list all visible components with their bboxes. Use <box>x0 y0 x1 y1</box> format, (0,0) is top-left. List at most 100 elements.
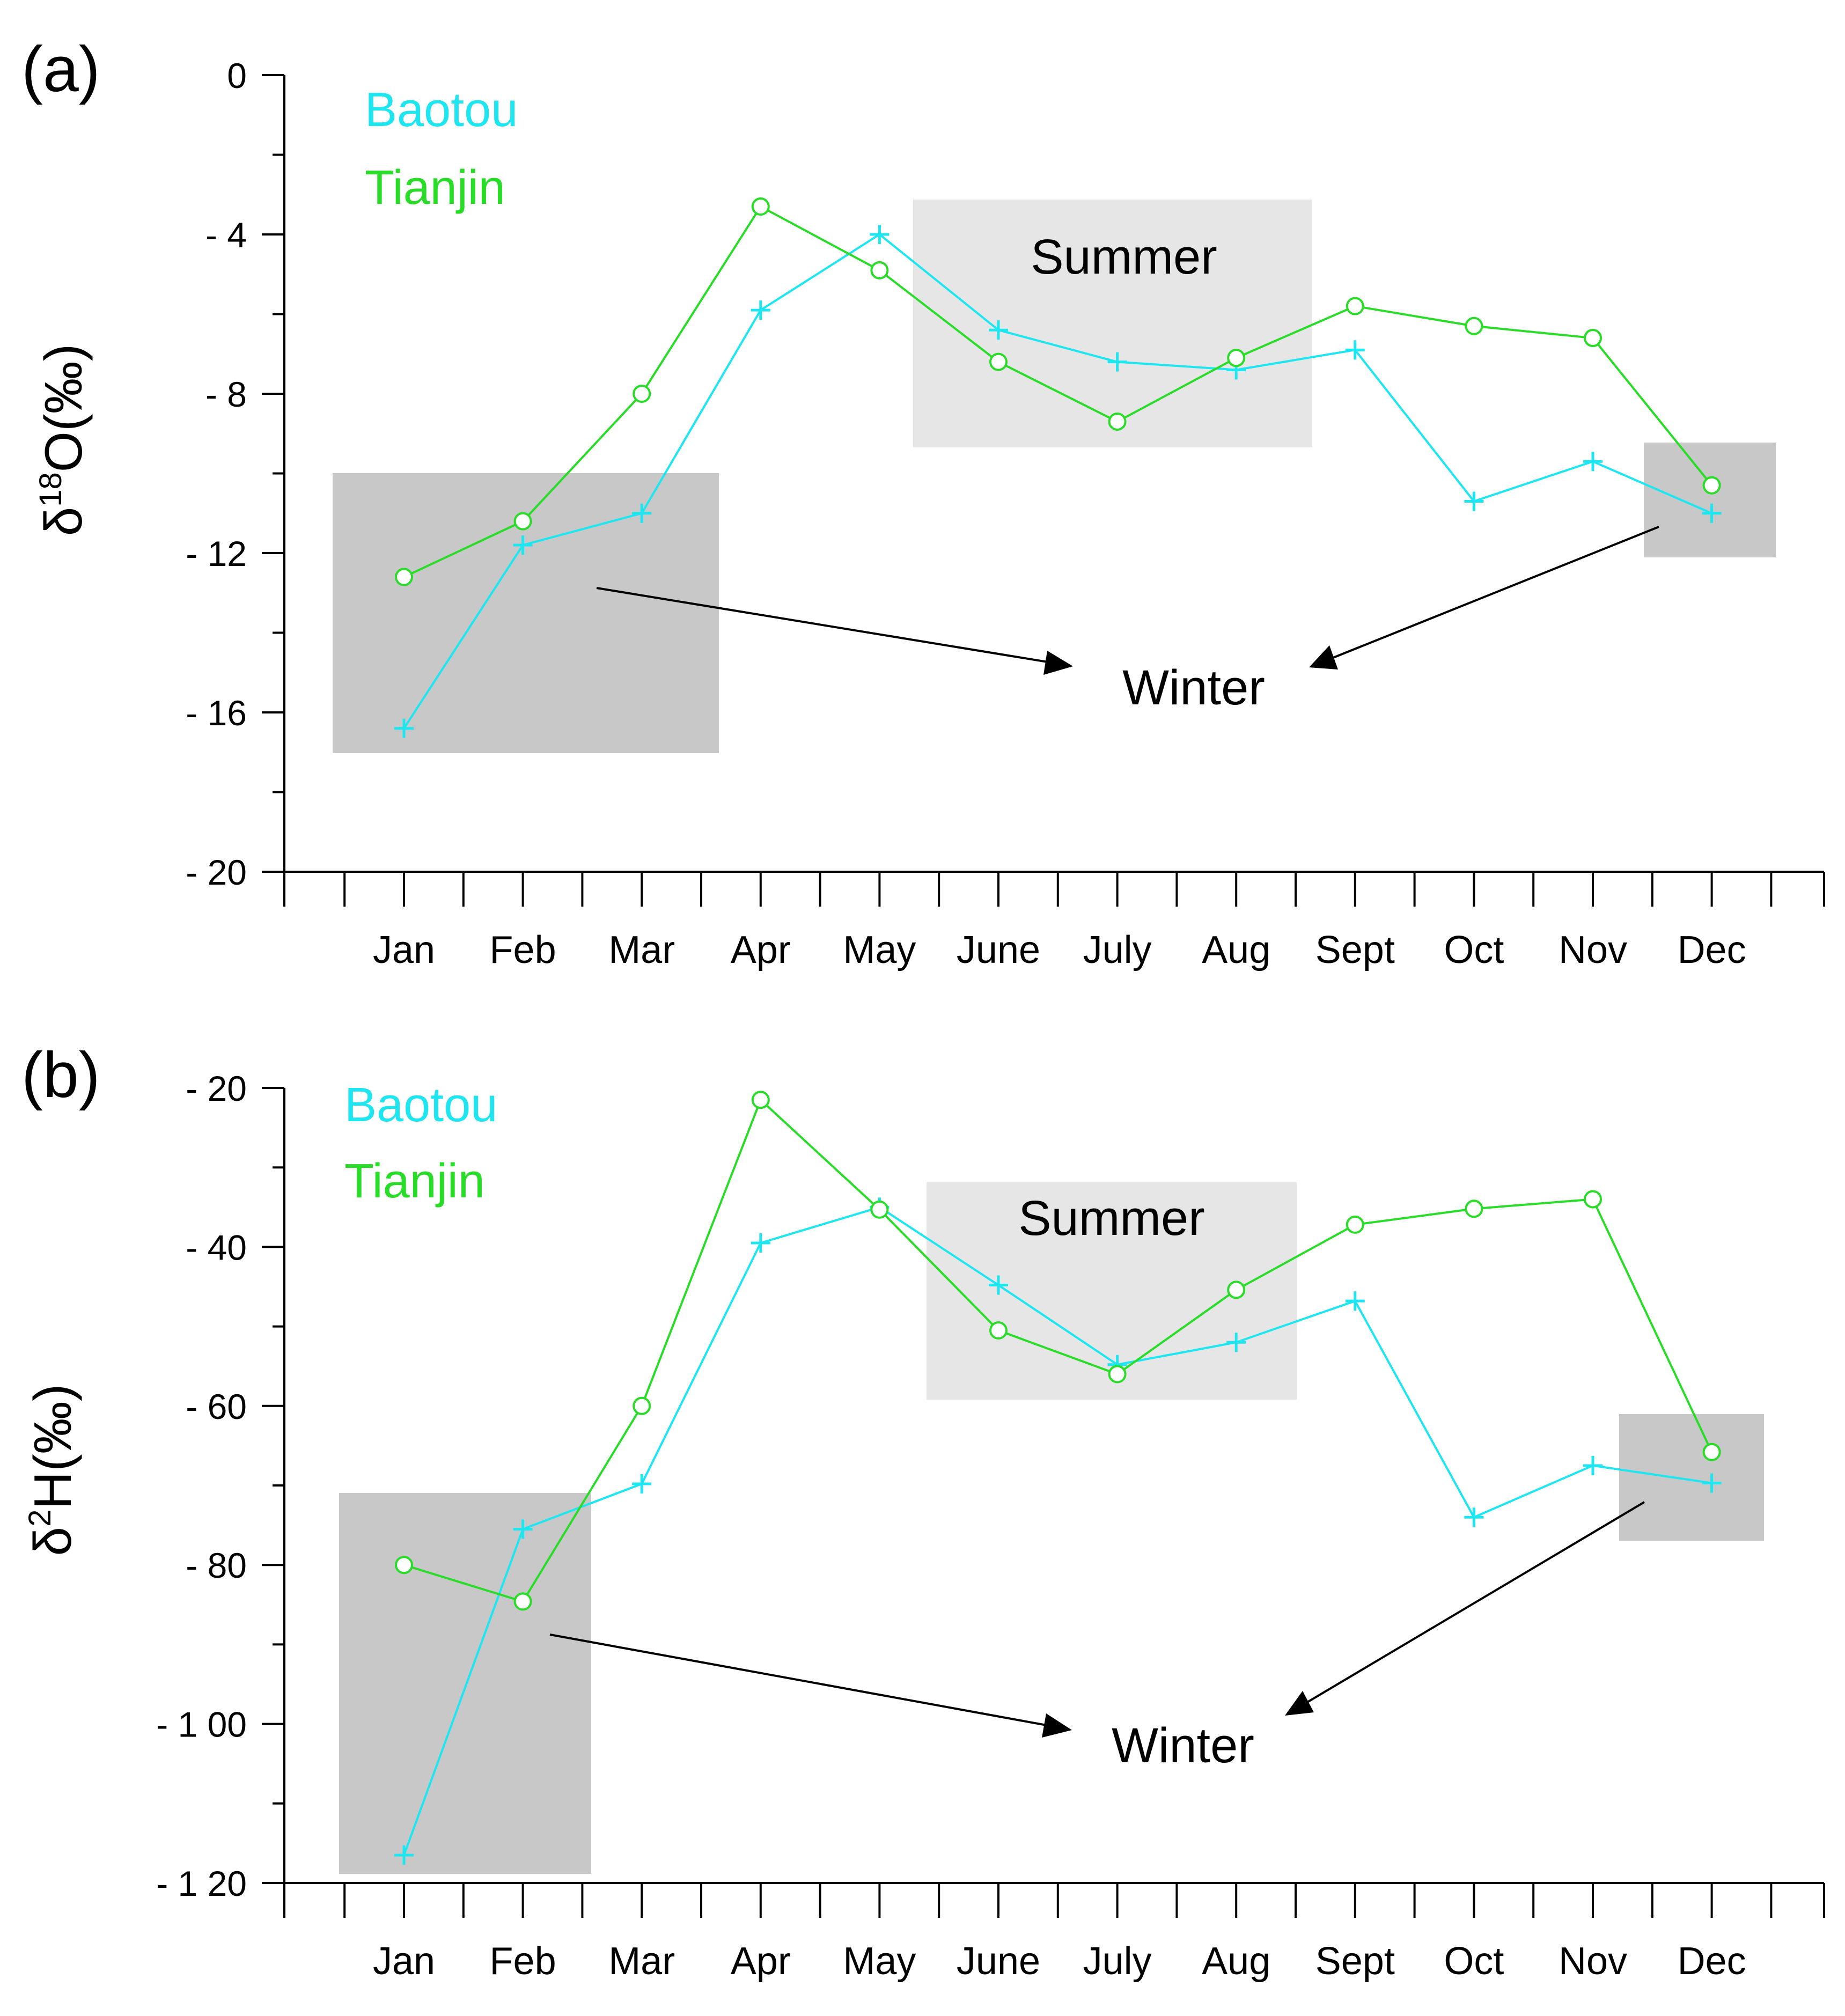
data-point <box>1346 297 1364 315</box>
x-tick-label: Apr <box>731 929 791 972</box>
summer-label: Summer <box>1031 230 1217 284</box>
winter-label: Winter <box>1112 1718 1254 1773</box>
data-point <box>632 503 652 523</box>
summer-box <box>913 200 1312 447</box>
legend-tianjin: Tianjin <box>344 1154 485 1208</box>
data-point <box>1702 476 1721 495</box>
data-point <box>633 385 651 403</box>
data-point <box>395 1556 413 1574</box>
x-axis: Jan Feb Mar Apr May June July Aug Sept Oct Nov Dec <box>283 1882 1825 1983</box>
series-line <box>403 233 1712 729</box>
winter-arrow-right-head <box>1309 645 1338 669</box>
data-point <box>1345 1291 1365 1311</box>
winter-box-dec <box>1619 1414 1764 1541</box>
data-point <box>395 568 413 586</box>
x-tick-label: Mar <box>608 929 675 972</box>
data-point <box>751 300 770 320</box>
data-point <box>1464 491 1484 511</box>
x-tick-label: June <box>957 1940 1040 1983</box>
y-axis-title: δ2H(‰) <box>23 1384 82 1556</box>
panel-b: - 20 - 40 - 60 - 80 - 1 00 - 1 20 Jan Feb Mar Ap… <box>21 1039 1825 1983</box>
y-tick-label: - 1 00 <box>156 1705 247 1745</box>
series-tianjin <box>395 197 1721 586</box>
y-tick-label: 0 <box>227 56 247 95</box>
data-point <box>989 1275 1008 1295</box>
data-point <box>751 1233 770 1253</box>
data-point <box>1346 1215 1364 1234</box>
x-tick-label: Jan <box>373 929 435 972</box>
y-tick-label: - 12 <box>186 534 247 573</box>
data-point <box>1702 1443 1721 1461</box>
data-point <box>1584 329 1602 348</box>
y-tick-label: - 4 <box>205 215 247 255</box>
x-tick-label: Dec <box>1678 1940 1746 1983</box>
data-point <box>751 1091 770 1109</box>
winter-arrow-right <box>1325 526 1659 662</box>
data-point <box>1107 352 1127 372</box>
x-tick-label: Nov <box>1559 929 1627 972</box>
x-tick-label: Aug <box>1202 1940 1270 1983</box>
panel-label: (a) <box>21 33 100 105</box>
x-tick-label: Mar <box>608 1940 675 1983</box>
x-tick-label: June <box>957 929 1040 972</box>
y-tick-label: - 20 <box>186 852 247 892</box>
winter-arrow-right <box>1300 1501 1645 1707</box>
y-tick-label: - 16 <box>186 693 247 733</box>
data-point <box>1702 1473 1722 1493</box>
data-point <box>1464 1507 1484 1527</box>
data-point <box>870 261 889 279</box>
x-tick-label: May <box>843 1940 916 1983</box>
x-tick-label: May <box>843 929 916 972</box>
data-point <box>1227 349 1246 367</box>
y-axis: 0 - 4 - 8 - 12 - 16 - 20 <box>186 56 285 892</box>
winter-arrow-left <box>596 587 1055 664</box>
data-point <box>870 1200 889 1219</box>
winter-arrow-left-head <box>1043 651 1073 675</box>
summer-label: Summer <box>1018 1191 1205 1246</box>
x-tick-label: July <box>1083 1940 1152 1983</box>
series-line <box>403 1098 1713 1603</box>
x-tick-label: Oct <box>1444 1940 1504 1983</box>
x-tick-label: Sept <box>1315 1940 1395 1983</box>
x-tick-label: Feb <box>490 929 556 972</box>
data-point <box>1227 1281 1246 1299</box>
x-tick-label: Dec <box>1678 929 1746 972</box>
y-tick-label: - 20 <box>186 1069 247 1108</box>
panel-label: (b) <box>21 1039 100 1111</box>
data-point <box>989 320 1008 340</box>
winter-arrow-left <box>549 1634 1053 1727</box>
data-point <box>394 718 414 738</box>
x-tick-label: Feb <box>490 1940 556 1983</box>
x-tick-label: Aug <box>1202 929 1270 972</box>
data-point <box>989 1321 1008 1340</box>
data-point <box>513 535 533 555</box>
data-point <box>1465 1200 1483 1218</box>
data-point <box>633 1396 651 1415</box>
data-point <box>1583 1455 1603 1475</box>
winter-arrow-right-head <box>1285 1691 1314 1716</box>
data-point <box>513 1592 532 1611</box>
y-tick-label: - 40 <box>186 1227 247 1267</box>
series-line <box>403 1206 1712 1856</box>
data-point <box>1583 452 1603 472</box>
data-point <box>394 1845 414 1865</box>
x-tick-label: Apr <box>731 1940 791 1983</box>
series-baotou <box>394 1197 1722 1865</box>
data-point <box>1108 412 1127 431</box>
data-point <box>1465 317 1483 335</box>
data-point <box>632 1474 652 1494</box>
y-tick-label: - 60 <box>186 1387 247 1426</box>
data-point <box>1345 340 1365 360</box>
legend-baotou: Baotou <box>344 1078 497 1132</box>
panel-a: 0- 4- 8- 12- 16- 20 Jan Feb Mar Apr May June J… <box>21 33 1825 972</box>
data-point <box>513 512 532 531</box>
data-point <box>870 225 890 244</box>
y-axis: - 20 - 40 - 60 - 80 - 1 00 - 1 20 <box>156 1069 285 1903</box>
data-point <box>1584 1190 1602 1209</box>
x-tick-label: July <box>1083 929 1152 972</box>
series-tianjin <box>395 1091 1721 1611</box>
x-tick-label: Jan <box>373 1940 435 1983</box>
legend-tianjin: Tianjin <box>365 161 505 215</box>
data-point <box>1226 1333 1246 1352</box>
